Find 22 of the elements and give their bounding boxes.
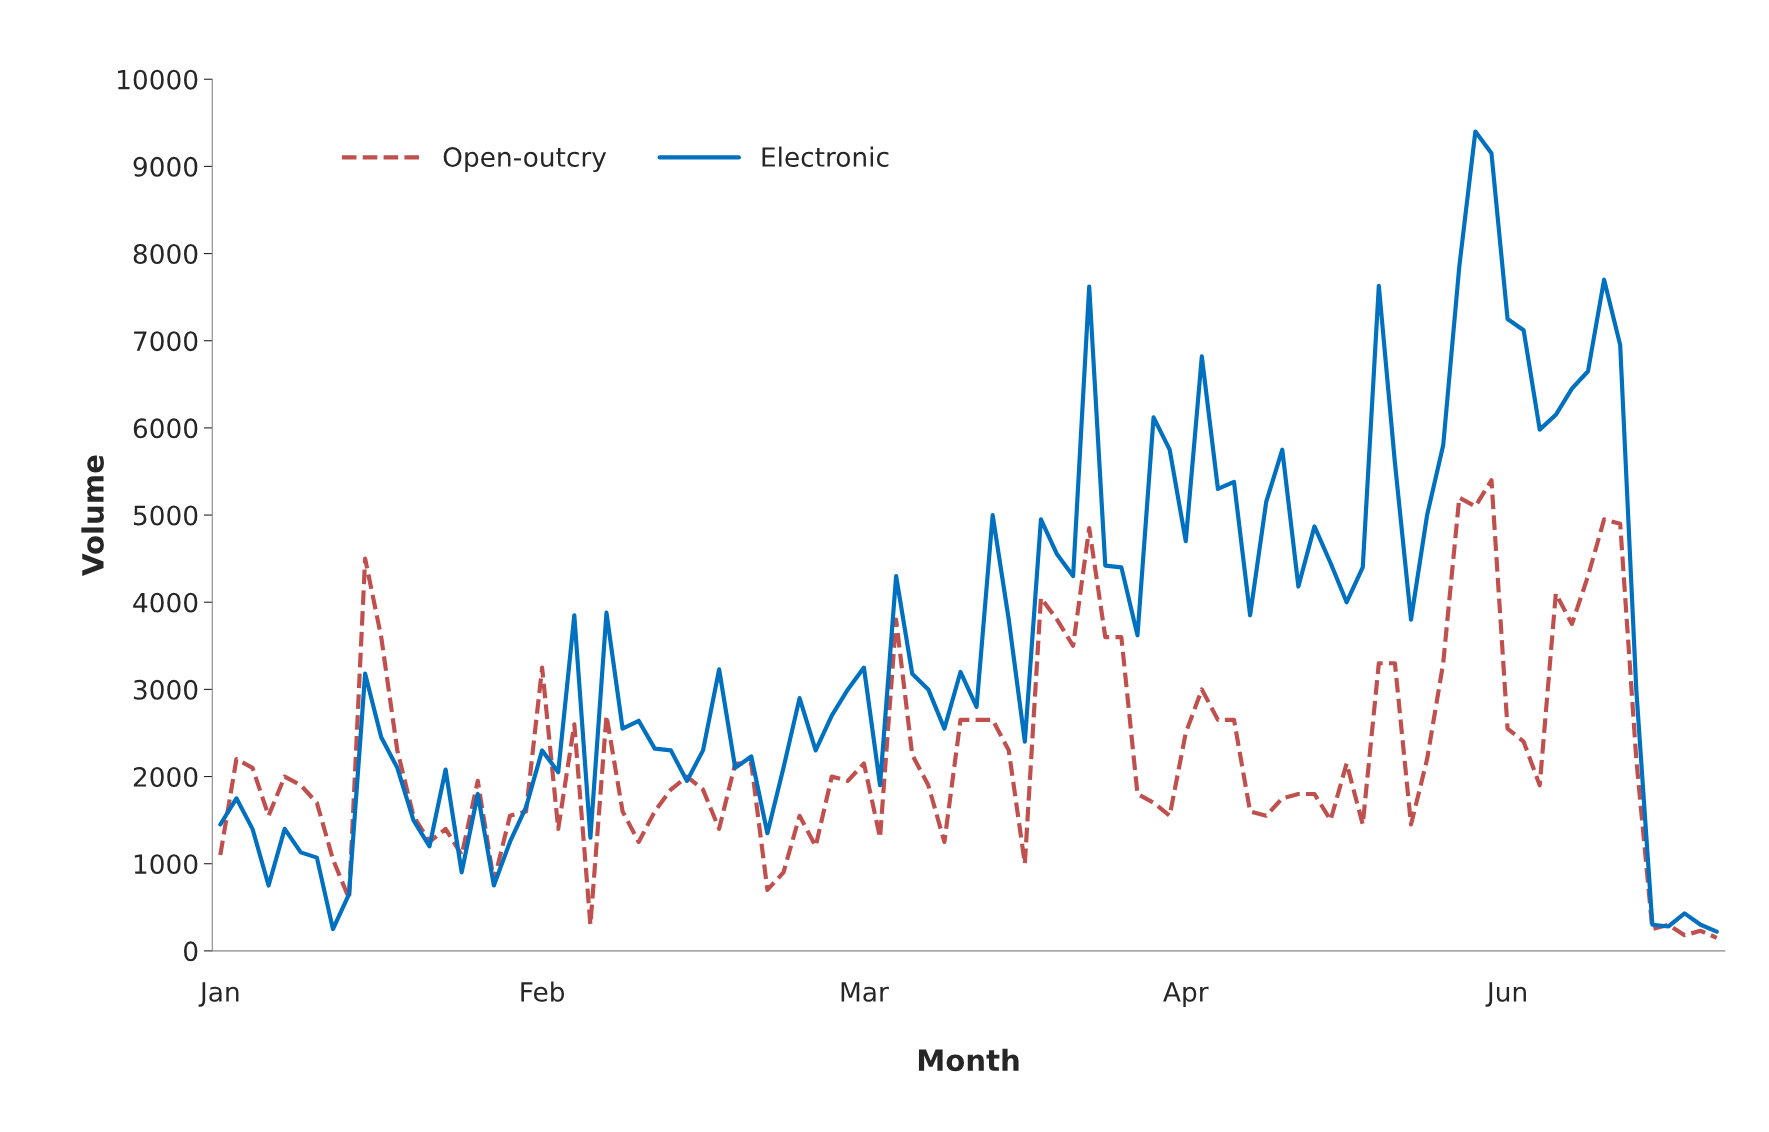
line-series	[218, 478, 1719, 940]
y-tick-label: 6000	[133, 418, 198, 439]
x-tick-label: Apr	[1163, 982, 1209, 1007]
x-tick-label: Feb	[521, 981, 565, 1002]
y-axis-title: Volume	[81, 455, 104, 576]
x-tick-label: Jun	[1485, 982, 1526, 1007]
y-tick-label: 9000	[133, 156, 198, 177]
x-tick-label: Mar	[841, 982, 889, 1002]
legend-label: Open-outcry	[443, 147, 607, 173]
x-axis-title: Month	[918, 1048, 1019, 1072]
x-tick-label: Jan	[198, 982, 239, 1007]
y-tick-label: 5000	[133, 505, 198, 526]
y-tick-label: 3000	[133, 679, 198, 700]
legend-label: Electronic	[762, 146, 889, 167]
y-tick-label: 0	[184, 941, 198, 962]
y-tick-label: 2000	[133, 766, 198, 787]
y-tick-label: 7000	[134, 331, 198, 352]
y-tick-label: 1000	[134, 854, 198, 875]
y-tick-label: 10000	[118, 69, 198, 90]
y-tick-label: 4000	[133, 592, 198, 613]
line-series	[218, 129, 1719, 934]
y-tick-label: 8000	[133, 244, 198, 264]
